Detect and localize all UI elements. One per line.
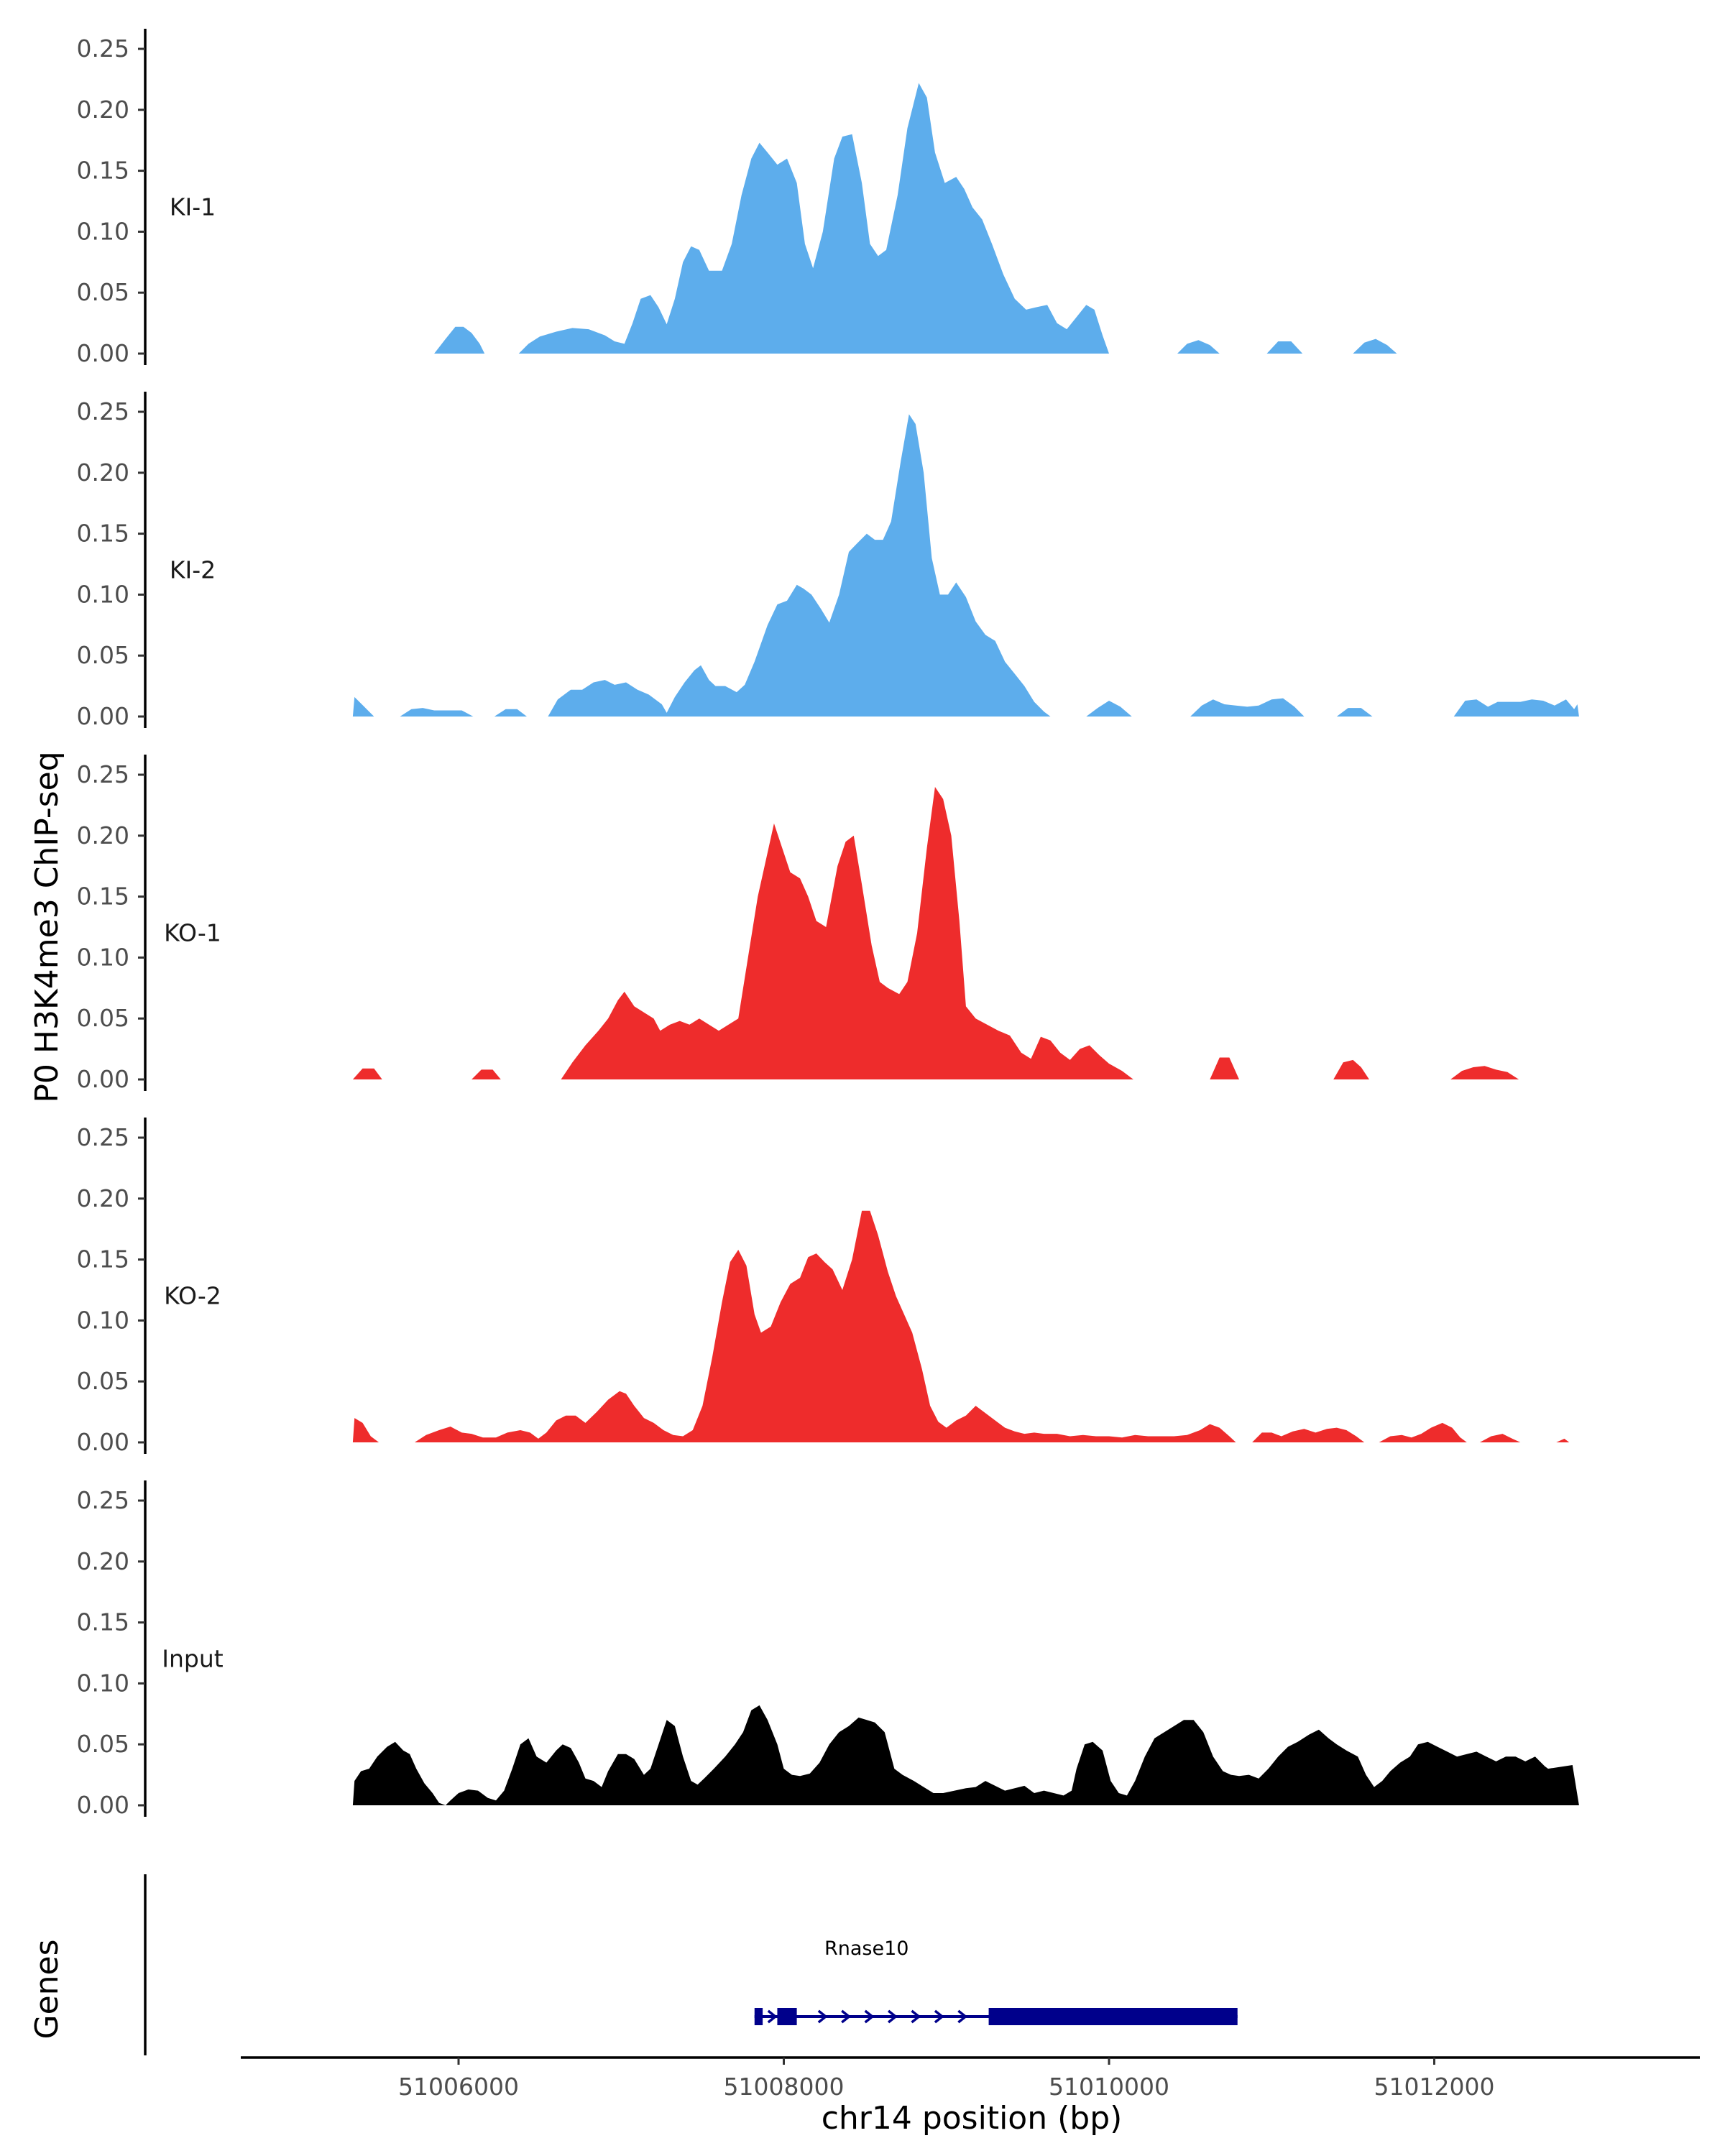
y-tick-label: 0.10 <box>77 217 129 245</box>
y-tick-label: 0.00 <box>77 1428 129 1456</box>
track-ko-2: 0.00 0.05 0.10 0.15 0.20 0.25 KO-2 <box>77 1118 1570 1456</box>
genes-track-title: Genes <box>29 1939 65 2039</box>
track-label: KO-1 <box>164 918 221 946</box>
gene-exon <box>754 2008 763 2025</box>
strand-arrow <box>911 2009 921 2024</box>
track-ki-1: 0.00 0.05 0.10 0.15 0.20 0.25 KI-1 <box>77 29 1397 367</box>
signal-area <box>434 83 1397 354</box>
y-tick-label: 0.10 <box>77 1306 129 1334</box>
y-tick-label: 0.00 <box>77 339 129 367</box>
signal-area <box>352 787 1519 1079</box>
y-tick-label: 0.20 <box>77 459 129 487</box>
strand-arrow <box>957 2009 968 2024</box>
gene-track: Rnase10 <box>144 1874 1238 2055</box>
gene-name-label: Rnase10 <box>824 1938 908 1960</box>
x-tick-label: 51008000 <box>724 2073 845 2101</box>
y-tick-label: 0.10 <box>77 580 129 608</box>
y-tick-label: 0.15 <box>77 1245 129 1273</box>
y-tick-label: 0.05 <box>77 641 129 669</box>
y-tick-label: 0.15 <box>77 157 129 185</box>
signal-area <box>352 414 1579 717</box>
y-tick-label: 0.25 <box>77 34 129 63</box>
y-tick-label: 0.20 <box>77 1547 129 1575</box>
strand-arrow <box>767 2009 778 2024</box>
x-tick-label: 51010000 <box>1049 2073 1169 2101</box>
y-tick-label: 0.25 <box>77 1123 129 1151</box>
track-ko-1: 0.00 0.05 0.10 0.15 0.20 0.25 KO-1 <box>77 755 1519 1093</box>
track-ki-2: 0.00 0.05 0.10 0.15 0.20 0.25 KI-2 <box>77 392 1579 730</box>
y-tick-label: 0.00 <box>77 1791 129 1819</box>
tracks-layer: 0.00 0.05 0.10 0.15 0.20 0.25 KI-1 0.00 0.05 0.10… <box>77 29 1579 1819</box>
track-input: 0.00 0.05 0.10 0.15 0.20 0.25 Input <box>77 1480 1579 1819</box>
y-tick-label: 0.05 <box>77 1004 129 1032</box>
y-tick-label: 0.15 <box>77 1608 129 1636</box>
track-label: KI-1 <box>170 193 216 221</box>
signal-area <box>352 1210 1570 1442</box>
y-tick-label: 0.10 <box>77 943 129 971</box>
track-label: KO-2 <box>164 1281 221 1309</box>
track-label: KI-2 <box>170 556 216 584</box>
strand-arrow <box>817 2009 828 2024</box>
y-tick-label: 0.15 <box>77 520 129 548</box>
y-tick-label: 0.25 <box>77 1486 129 1514</box>
x-tick-label: 51012000 <box>1374 2073 1495 2101</box>
y-tick-label: 0.25 <box>77 760 129 788</box>
x-axis: 51006000 51008000 51010000 51012000 <box>241 2056 1700 2101</box>
y-tick-label: 0.05 <box>77 278 129 306</box>
strand-arrow <box>864 2009 875 2024</box>
x-tick-label: 51006000 <box>398 2073 519 2101</box>
y-tick-label: 0.10 <box>77 1669 129 1697</box>
track-label: Input <box>162 1644 224 1672</box>
y-tick-label: 0.25 <box>77 397 129 425</box>
y-axis-title: P0 H3K4me3 ChIP-seq <box>29 751 65 1102</box>
gene-exon <box>988 2008 1238 2025</box>
strand-arrow <box>841 2009 852 2024</box>
signal-area <box>352 1705 1579 1805</box>
y-tick-label: 0.05 <box>77 1730 129 1758</box>
y-tick-label: 0.15 <box>77 883 129 911</box>
y-tick-label: 0.20 <box>77 96 129 124</box>
y-tick-label: 0.20 <box>77 1184 129 1212</box>
y-tick-label: 0.00 <box>77 702 129 730</box>
y-tick-label: 0.20 <box>77 821 129 849</box>
y-tick-label: 0.00 <box>77 1065 129 1093</box>
strand-arrow <box>887 2009 898 2024</box>
strand-arrow <box>934 2009 944 2024</box>
y-tick-label: 0.05 <box>77 1367 129 1395</box>
x-axis-title: chr14 position (bp) <box>822 2100 1123 2137</box>
gene-exon <box>777 2008 797 2025</box>
